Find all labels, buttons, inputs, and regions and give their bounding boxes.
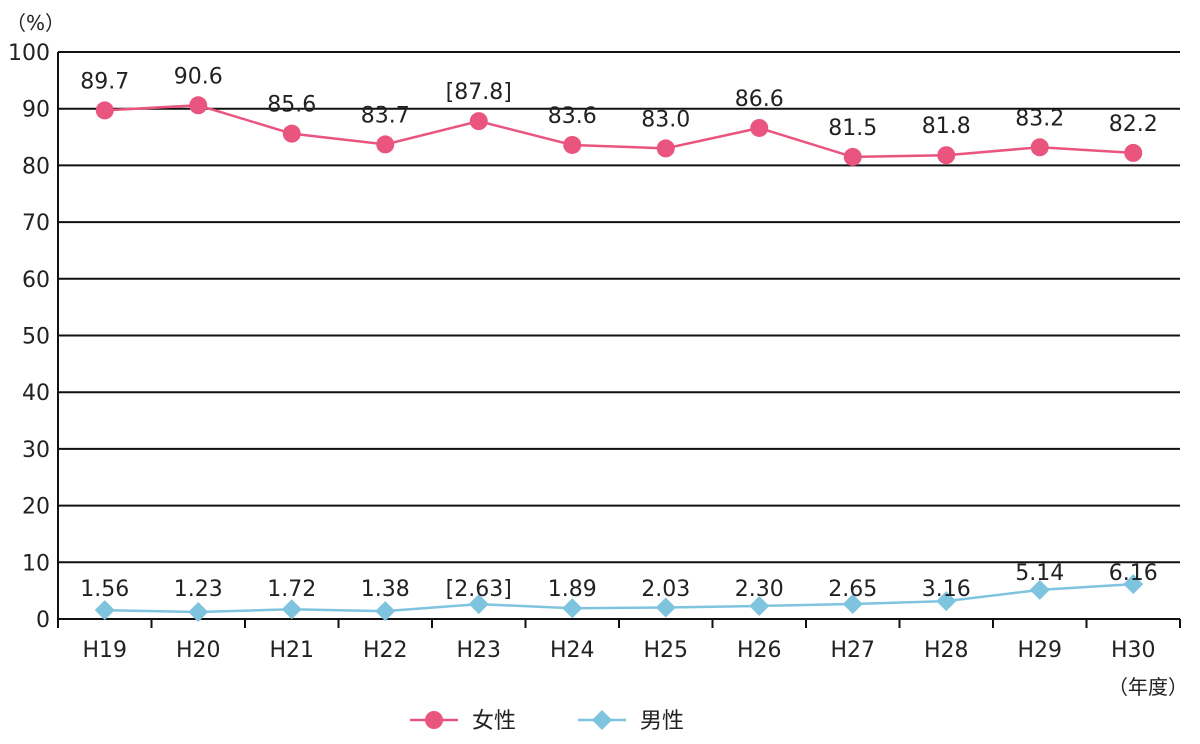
data-label: 81.8 <box>922 114 971 139</box>
legend-item-female: 女性 <box>410 709 516 734</box>
y-axis-ticks: 0 10 20 30 40 50 60 70 80 90 100 <box>8 41 50 633</box>
legend-marker <box>425 711 443 729</box>
data-label: 90.6 <box>174 64 223 89</box>
data-point <box>375 601 396 622</box>
data-point <box>282 124 301 143</box>
y-tick-label: 90 <box>22 98 50 123</box>
y-tick-label: 10 <box>22 551 50 576</box>
data-point <box>750 118 769 137</box>
data-point <box>656 139 675 158</box>
y-tick-label: 80 <box>22 154 50 179</box>
data-label: 3.16 <box>922 577 971 602</box>
data-label: 83.6 <box>548 104 597 129</box>
data-point <box>376 135 395 154</box>
data-label: 83.2 <box>1015 106 1064 131</box>
x-tick-label: H19 <box>82 638 127 663</box>
series-line <box>104 104 1134 159</box>
x-tick-label: H26 <box>737 638 782 663</box>
data-point <box>842 593 863 614</box>
data-label: 5.14 <box>1015 561 1064 586</box>
y-tick-label: 50 <box>22 325 50 350</box>
data-label: 2.65 <box>828 577 877 602</box>
data-point <box>1124 143 1143 162</box>
y-tick-label: 30 <box>22 438 50 463</box>
data-label: 1.38 <box>361 577 410 602</box>
series-group: 89.7 90.6 85.6 83.7 [87.8] 83.6 83.0 86.6 81.5 81… <box>80 64 1158 623</box>
data-label: 83.7 <box>361 103 410 128</box>
x-tick-label: H21 <box>269 638 314 663</box>
y-tick-label: 20 <box>22 495 50 520</box>
series-line <box>104 582 1134 614</box>
data-label: 89.7 <box>80 69 129 94</box>
data-point <box>1123 574 1144 595</box>
legend-label: 男性 <box>640 709 684 734</box>
x-tick-label: H29 <box>1017 638 1062 663</box>
y-tick-label: 60 <box>22 268 50 293</box>
data-point <box>936 591 957 612</box>
series-female: 89.7 90.6 85.6 83.7 [87.8] 83.6 83.0 86.6 81.5 81… <box>80 64 1158 166</box>
series-male: 1.56 1.23 1.72 1.38 [2.63] 1.89 2.03 2.30 2.65 3.… <box>80 561 1158 623</box>
legend-marker <box>592 710 612 730</box>
data-label: [2.63] <box>446 577 512 602</box>
data-label: 83.0 <box>641 107 690 132</box>
data-label: 81.5 <box>828 116 877 141</box>
y-axis-unit-label: （%） <box>6 11 65 35</box>
data-label: 1.23 <box>174 577 223 602</box>
x-tick-label: H23 <box>456 638 501 663</box>
legend-label: 女性 <box>472 709 516 734</box>
data-label: 86.6 <box>735 87 784 112</box>
data-label: [87.8] <box>446 80 512 105</box>
x-tick-label: H22 <box>363 638 408 663</box>
data-label: 82.2 <box>1109 112 1158 137</box>
data-point <box>1030 138 1049 157</box>
data-point <box>95 101 114 120</box>
data-label: 1.72 <box>267 577 316 602</box>
x-tick-label: H28 <box>924 638 969 663</box>
x-axis-unit-label: （年度） <box>1108 675 1188 699</box>
x-axis: H19 H20 H21 H22 H23 H24 H25 H26 H27 H28 H29 H30 <box>57 52 1181 663</box>
data-point <box>469 112 488 131</box>
data-label: 85.6 <box>267 93 316 118</box>
data-point <box>188 602 209 623</box>
data-point <box>94 600 115 621</box>
data-point <box>281 599 302 620</box>
legend-item-male: 男性 <box>578 709 684 734</box>
y-tick-label: 70 <box>22 211 50 236</box>
data-label: 2.30 <box>735 577 784 602</box>
data-point <box>843 147 862 166</box>
data-point <box>468 594 489 615</box>
data-point <box>937 146 956 165</box>
data-point <box>189 96 208 115</box>
y-tick-label: 100 <box>8 41 50 66</box>
x-tick-label: H20 <box>176 638 221 663</box>
data-point <box>562 598 583 619</box>
x-tick-label: H24 <box>550 638 595 663</box>
x-tick-label: H25 <box>643 638 688 663</box>
data-point <box>749 595 770 616</box>
data-point <box>1029 579 1050 600</box>
legend: 女性 男性 <box>410 709 684 734</box>
y-tick-label: 0 <box>36 608 50 633</box>
grid-lines <box>58 51 1180 620</box>
data-point <box>563 135 582 154</box>
x-tick-label: H27 <box>830 638 875 663</box>
data-label: 6.16 <box>1109 561 1158 586</box>
data-label: 1.56 <box>80 577 129 602</box>
data-label: 2.03 <box>641 577 690 602</box>
y-tick-label: 40 <box>22 381 50 406</box>
data-point <box>655 597 676 618</box>
x-tick-label: H30 <box>1111 638 1156 663</box>
data-label: 1.89 <box>548 577 597 602</box>
